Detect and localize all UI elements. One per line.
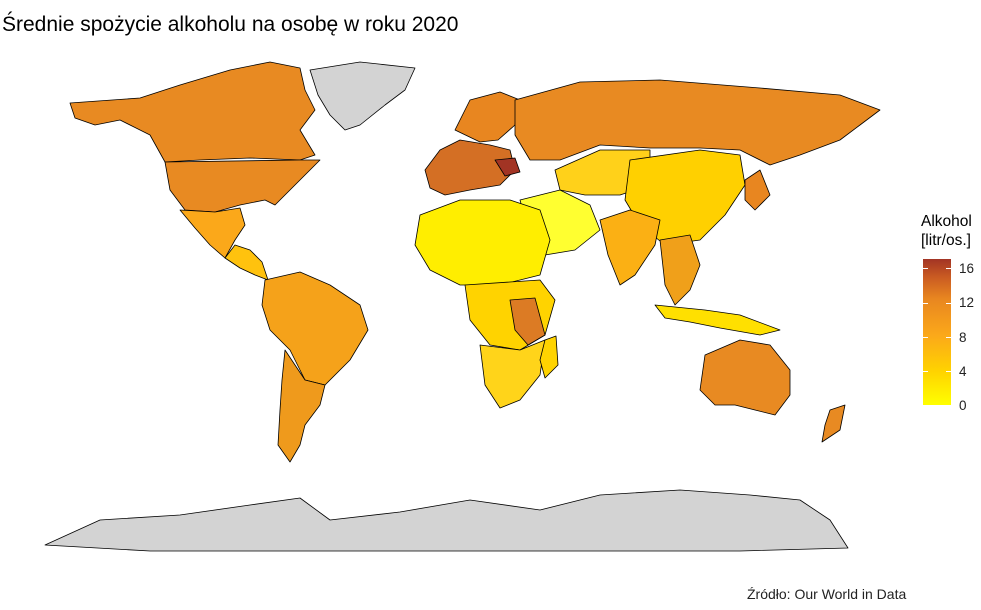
region-australia [699,339,791,416]
legend-tick-label: 16 [959,261,975,276]
legend-tickmark [946,337,951,338]
legend-colorbar [923,259,951,405]
region-usa [164,159,321,213]
legend-tickmark [923,371,928,372]
region-madagascar [539,335,559,379]
color-legend: Alkohol [litr/os.] 16 12 8 4 0 [921,212,981,413]
source-caption: Źródło: Our World in Data [747,586,907,602]
region-india [599,209,661,286]
region-scandinavia [454,91,521,143]
region-new-zealand [821,404,846,443]
region-antarctica [44,489,849,552]
region-czechia [494,157,521,177]
legend-tick-label: 4 [959,364,967,379]
region-south-america-north [261,271,369,386]
region-japan-korea [744,169,771,211]
legend-tickmark [923,337,928,338]
legend-tickmark [923,303,928,304]
legend-title-line2: [litr/os.] [921,232,971,249]
region-russia [514,79,881,166]
region-southern-africa [479,339,546,409]
legend-tickmark [946,268,951,269]
region-central-america [224,244,269,281]
map-title: Średnie spożycie alkoholu na osobę w rok… [2,13,459,36]
legend-tickmark [923,268,928,269]
region-north-africa [414,199,551,286]
legend-title: Alkohol [litr/os.] [921,212,981,250]
region-indonesia [654,304,781,336]
region-greenland [309,61,416,131]
region-mexico [179,207,246,259]
legend-tick-label: 8 [959,330,967,345]
legend-tick-label: 0 [959,398,967,413]
legend-tickmark [946,371,951,372]
region-east-africa [509,297,546,346]
legend-tick-label: 12 [959,295,975,310]
region-south-america-south [277,349,326,463]
region-canada-alaska [69,61,316,163]
region-southeast-asia [659,234,701,306]
region-central-africa [464,279,556,351]
legend-title-line1: Alkohol [921,213,972,230]
legend-tickmark [946,303,951,304]
